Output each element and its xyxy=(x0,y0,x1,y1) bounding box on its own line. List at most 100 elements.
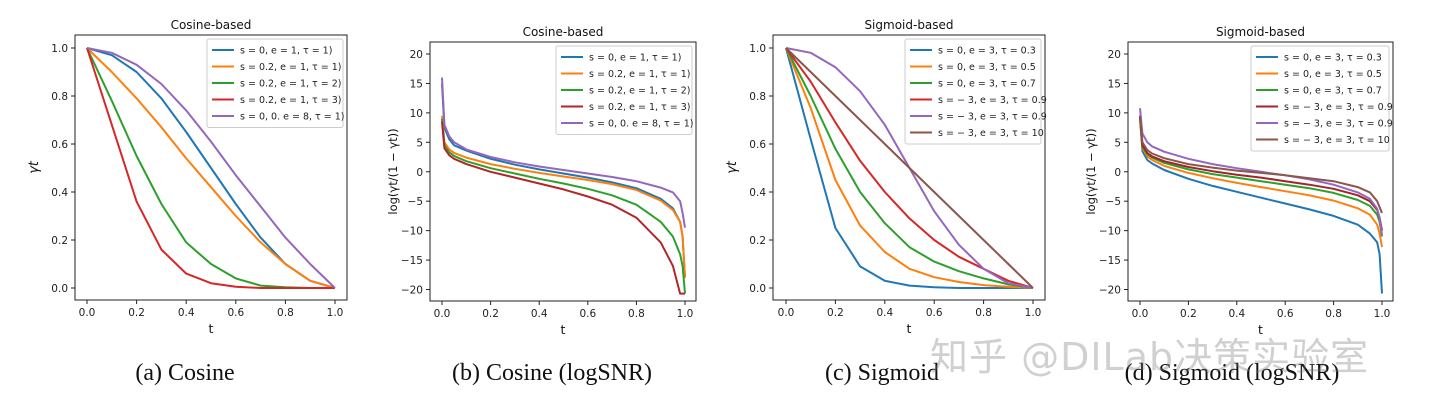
y-tick-label: 20 xyxy=(410,49,423,61)
legend-entry: s = 0, e = 3, τ = 0.5 xyxy=(938,62,1036,73)
x-tick-label: 0.6 xyxy=(1277,308,1294,320)
x-tick-label: 0.8 xyxy=(1325,308,1342,320)
subplot-d: 0.0 0.2 0.4 0.6 0.8 1.0 −20 −15 −10 −5 0 5 10 15 20 Sig… xyxy=(1084,25,1394,337)
legend-entry: s = 0, e = 3, τ = 0.7 xyxy=(1284,86,1382,97)
chart-title: Sigmoid-based xyxy=(864,18,953,32)
axes-frame xyxy=(772,34,1046,301)
x-tick-label: 0.8 xyxy=(975,307,992,319)
legend-entry: s = − 3, e = 3, τ = 10 xyxy=(1284,135,1390,146)
y-tick-label: 0.8 xyxy=(51,91,68,103)
y-tick-label: 0.2 xyxy=(51,235,68,247)
y-axis-label: log(γt/(1 − γt)) xyxy=(1084,128,1098,214)
legend-entry: s = 0, e = 3, τ = 0.7 xyxy=(938,79,1036,90)
y-tick-label: 15 xyxy=(410,78,423,90)
x-tick-label: 0.4 xyxy=(531,308,548,320)
subplot-a: 0.0 0.2 0.4 0.6 0.8 1.0 0.0 0.2 0.4 0.6 0.8 1.0 Cosi… xyxy=(27,18,348,336)
legend-entry: s = 0, e = 3, τ = 0.3 xyxy=(938,46,1036,57)
legend-entry: s = 0.2, e = 1, τ = 3) xyxy=(240,95,342,106)
series-line-1 xyxy=(785,47,1033,289)
y-tick-label: −15 xyxy=(1099,255,1121,267)
series-line-6 xyxy=(1139,115,1383,214)
legend-entry: s = 0, 0. e = 8, τ = 1) xyxy=(240,112,345,123)
series-line-5 xyxy=(1139,108,1383,236)
legend-frame xyxy=(1250,45,1390,152)
legend-entry: s = 0, e = 3, τ = 0.5 xyxy=(1284,69,1382,80)
legend-entry: s = 0.2, e = 1, τ = 2) xyxy=(589,86,691,97)
x-tick-label: 0.0 xyxy=(434,308,451,320)
chart-title: Cosine-based xyxy=(523,25,604,39)
series-line-2 xyxy=(1139,118,1383,248)
y-tick-label: 15 xyxy=(1108,78,1121,90)
legend-entry: s = 0, e = 3, τ = 0.3 xyxy=(1284,53,1382,64)
caption-a: (a) Cosine xyxy=(135,360,235,386)
y-axis-label: γt xyxy=(27,160,42,174)
y-tick-label: 5 xyxy=(1114,137,1121,149)
y-axis-label: γt xyxy=(725,160,740,174)
y-tick-label: 0.6 xyxy=(749,139,766,151)
x-tick-label: 0.0 xyxy=(1132,308,1149,320)
chart-title: Cosine-based xyxy=(171,18,252,32)
series-line-4 xyxy=(1139,115,1383,231)
y-axis-label: log(γt/(1 − γt)) xyxy=(386,128,400,214)
caption-d: (d) Sigmoid (logSNR) xyxy=(1124,360,1340,386)
y-tick-label: −10 xyxy=(1099,226,1121,238)
series-line-4 xyxy=(86,47,335,289)
y-tick-label: 0.2 xyxy=(749,235,766,247)
legend-entry: s = 0, e = 1, τ = 1) xyxy=(589,53,681,64)
legend-entry: s = 0.2, e = 1, τ = 3) xyxy=(589,102,691,113)
caption-c: (c) Sigmoid xyxy=(825,360,939,386)
legend-entry: s = − 3, e = 3, τ = 0.9 xyxy=(938,112,1047,123)
y-tick-label: −20 xyxy=(1099,285,1121,297)
x-tick-label: 1.0 xyxy=(677,308,694,320)
subplot-b: 0.0 0.2 0.4 0.6 0.8 1.0 −20 −15 −10 −5 0 5 10 15 20 Cos… xyxy=(386,25,697,337)
series-line-5 xyxy=(86,47,336,289)
subplot-c: 0.0 0.2 0.4 0.6 0.8 1.0 0.0 0.2 0.4 0.6 0.8 1.0 Sigm… xyxy=(725,18,1047,336)
axes-frame xyxy=(74,34,348,301)
x-axis-label: t xyxy=(907,321,912,336)
y-tick-label: 0.4 xyxy=(51,187,68,199)
chart-title: Sigmoid-based xyxy=(1216,25,1305,39)
x-tick-label: 0.8 xyxy=(277,307,294,319)
y-tick-label: −15 xyxy=(401,255,423,267)
watermark: 知乎 @DILab决策实验室 xyxy=(930,335,1370,379)
y-tick-label: 0.8 xyxy=(749,91,766,103)
legend-entry: s = 0.2, e = 1, τ = 1) xyxy=(240,62,342,73)
y-tick-label: 20 xyxy=(1108,49,1121,61)
y-tick-label: 0 xyxy=(1114,167,1121,179)
legend-frame xyxy=(904,38,1042,145)
y-tick-label: 0.4 xyxy=(749,187,766,199)
x-axis-label: t xyxy=(561,322,566,337)
y-tick-label: 10 xyxy=(1108,108,1121,120)
series-line-5 xyxy=(441,77,686,228)
y-tick-label: −5 xyxy=(408,196,423,208)
x-tick-label: 0.2 xyxy=(1180,308,1197,320)
series-line-6 xyxy=(785,47,1034,289)
x-tick-label: 0.4 xyxy=(178,307,195,319)
legend: s = 0, e = 3, τ = 0.3 s = 0, e = 3, τ = 0… xyxy=(904,38,1047,145)
x-tick-label: 0.2 xyxy=(827,307,844,319)
series-line-3 xyxy=(441,118,686,294)
x-tick-label: 1.0 xyxy=(327,307,344,319)
x-tick-label: 0.6 xyxy=(579,308,596,320)
y-tick-label: 5 xyxy=(416,137,423,149)
x-tick-label: 0.8 xyxy=(628,308,645,320)
x-tick-label: 0.0 xyxy=(79,307,96,319)
x-tick-label: 1.0 xyxy=(1374,308,1391,320)
y-tick-label: 0.6 xyxy=(51,139,68,151)
y-tick-label: 10 xyxy=(410,108,423,120)
y-tick-label: 1.0 xyxy=(51,43,68,55)
y-tick-label: 0 xyxy=(416,167,423,179)
series-line-4 xyxy=(441,121,685,295)
legend: s = 0, e = 3, τ = 0.3 s = 0, e = 3, τ = 0… xyxy=(1250,45,1393,152)
legend: s = 0, e = 1, τ = 1) s = 0.2, e = 1, τ = … xyxy=(555,45,694,135)
series-line-3 xyxy=(785,47,1034,289)
legend: s = 0, e = 1, τ = 1) s = 0.2, e = 1, τ = … xyxy=(206,38,345,128)
x-axis-label: t xyxy=(1258,322,1263,337)
legend-entry: s = − 3, e = 3, τ = 0.9 xyxy=(938,95,1047,106)
x-tick-label: 0.6 xyxy=(926,307,943,319)
series-line-2 xyxy=(785,47,1034,289)
y-tick-label: 0.0 xyxy=(51,283,68,295)
x-tick-label: 1.0 xyxy=(1025,307,1042,319)
y-tick-label: −5 xyxy=(1106,196,1121,208)
